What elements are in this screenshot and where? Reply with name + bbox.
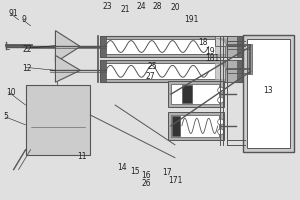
Text: 24: 24 — [136, 2, 146, 11]
Text: 14: 14 — [117, 163, 127, 172]
Text: 26: 26 — [142, 179, 151, 188]
Bar — [172, 116, 180, 136]
Bar — [103, 63, 217, 79]
Text: 21: 21 — [120, 5, 130, 14]
Polygon shape — [56, 55, 80, 82]
Text: 23: 23 — [102, 2, 112, 11]
Text: 25: 25 — [147, 62, 157, 71]
Text: 5: 5 — [4, 112, 9, 121]
Bar — [247, 44, 251, 74]
Text: 19: 19 — [205, 47, 215, 56]
Text: 91: 91 — [8, 9, 18, 18]
Bar — [171, 115, 219, 137]
Bar — [237, 36, 242, 57]
Circle shape — [218, 87, 224, 93]
Bar — [243, 35, 294, 152]
Bar — [100, 36, 106, 57]
Bar — [225, 60, 242, 82]
Text: 11: 11 — [77, 152, 86, 161]
Bar — [247, 39, 290, 148]
Bar — [215, 63, 226, 79]
Text: 22: 22 — [22, 45, 32, 54]
Text: 15: 15 — [130, 167, 140, 176]
Bar — [168, 81, 224, 107]
Text: 191: 191 — [184, 15, 199, 24]
Bar — [100, 36, 242, 57]
Text: 28: 28 — [153, 2, 163, 11]
Text: 181: 181 — [205, 54, 220, 63]
Bar — [225, 36, 242, 57]
Bar — [100, 60, 106, 82]
Text: 18: 18 — [198, 38, 207, 47]
Bar — [26, 85, 90, 155]
Polygon shape — [56, 31, 80, 62]
Bar — [215, 36, 226, 46]
Text: 13: 13 — [263, 86, 273, 95]
Text: 171: 171 — [168, 176, 182, 185]
Bar — [100, 60, 242, 82]
Text: 17: 17 — [162, 168, 172, 177]
Circle shape — [218, 97, 224, 103]
Text: 10: 10 — [6, 88, 16, 97]
Text: 27: 27 — [146, 72, 155, 81]
Text: 16: 16 — [142, 171, 151, 180]
Circle shape — [218, 119, 224, 125]
Bar — [171, 84, 219, 104]
Bar — [103, 39, 217, 54]
Text: 9: 9 — [21, 15, 26, 24]
Bar — [182, 85, 192, 103]
Text: 20: 20 — [171, 3, 181, 12]
Circle shape — [218, 129, 224, 135]
Text: 12: 12 — [22, 64, 32, 73]
Bar — [237, 60, 242, 82]
Bar — [168, 112, 224, 140]
Bar — [215, 39, 226, 54]
